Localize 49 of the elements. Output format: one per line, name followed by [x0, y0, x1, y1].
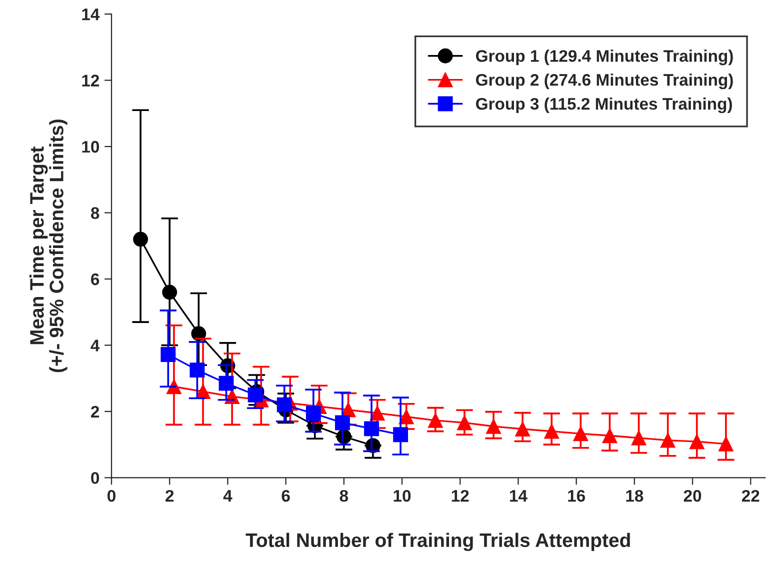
point: [276, 397, 292, 412]
point: [218, 376, 234, 391]
x-tick-label: 22: [742, 490, 760, 502]
x-tick-label: 10: [394, 490, 411, 502]
y-tick-label: 0: [91, 472, 100, 484]
point: [544, 424, 560, 439]
point: [248, 387, 263, 402]
point: [133, 232, 148, 247]
point: [428, 412, 443, 428]
x-tick-label: 14: [510, 490, 528, 502]
x-tick-label: 6: [282, 490, 290, 502]
point: [393, 427, 408, 442]
legend-label: Group 2 (274.6 Minutes Training): [476, 74, 733, 90]
point: [631, 430, 646, 446]
point: [190, 362, 205, 378]
x-tick-label: 4: [223, 490, 232, 502]
point: [457, 415, 472, 430]
x-tick-label: 12: [452, 490, 469, 502]
point: [334, 415, 350, 430]
y-tick-label: 8: [90, 207, 100, 219]
point: [306, 406, 321, 421]
point: [160, 347, 176, 362]
y-tick-label: 14: [82, 8, 100, 20]
x-tick-label: 0: [108, 490, 116, 502]
legend-label: Group 1 (129.4 Minutes Training): [476, 50, 733, 66]
x-tick-label: 20: [684, 490, 702, 502]
x-tick-label: 8: [340, 490, 348, 502]
x-tick-label: 16: [568, 490, 585, 502]
x-axis-title: Total Number of Training Trials Attempted: [246, 532, 630, 552]
y-axis-title: Mean Time per Target (+/- 95% Confidence Limits): [30, 120, 68, 372]
y-tick-label: 6: [91, 273, 100, 286]
y-tick-label: 12: [82, 74, 100, 86]
point: [364, 421, 379, 436]
point: [573, 426, 588, 442]
point: [398, 409, 414, 424]
point: [660, 432, 676, 448]
point: [689, 434, 704, 450]
point: [602, 428, 618, 444]
point: [515, 422, 530, 436]
point: [718, 436, 734, 452]
y-tick-label: 10: [82, 140, 100, 153]
point: [162, 284, 178, 300]
y-tick-label: 4: [90, 340, 100, 352]
point: [370, 406, 385, 421]
point: [486, 418, 501, 434]
x-tick-label: 2: [166, 490, 174, 502]
y-tick-label: 2: [91, 406, 100, 418]
x-tick-label: 18: [626, 490, 644, 502]
legend-label: Group 3 (115.2 Minutes Training): [476, 98, 732, 114]
